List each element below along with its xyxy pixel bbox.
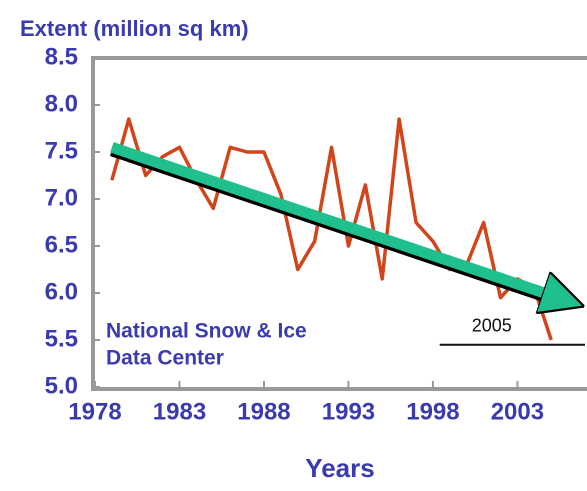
source-label: National Snow & Ice	[106, 320, 307, 343]
y-tick-label: 7.5	[45, 137, 78, 164]
y-tick-label: 8.5	[45, 43, 78, 70]
x-axis-label: Years	[305, 453, 374, 483]
trend-arrow	[110, 142, 558, 297]
y-tick-label: 8.0	[45, 90, 78, 117]
x-tick-label: 2003	[491, 398, 544, 425]
source-label: Data Center	[106, 347, 224, 370]
plot-frame	[91, 56, 587, 391]
x-tick-label: 1978	[68, 398, 121, 425]
annotation-label: 2005	[472, 315, 512, 335]
x-tick-label: 1983	[153, 398, 206, 425]
chart-title: Extent (million sq km)	[20, 16, 249, 41]
y-tick-label: 6.0	[45, 278, 78, 305]
y-tick-label: 5.0	[45, 372, 78, 399]
x-tick-label: 1998	[406, 398, 459, 425]
data-line	[110, 117, 553, 341]
x-tick-label: 1988	[237, 398, 290, 425]
y-tick-label: 7.0	[45, 184, 78, 211]
y-tick-label: 6.5	[45, 231, 78, 258]
y-tick-label: 5.5	[45, 325, 78, 352]
x-tick-label: 1993	[322, 398, 375, 425]
